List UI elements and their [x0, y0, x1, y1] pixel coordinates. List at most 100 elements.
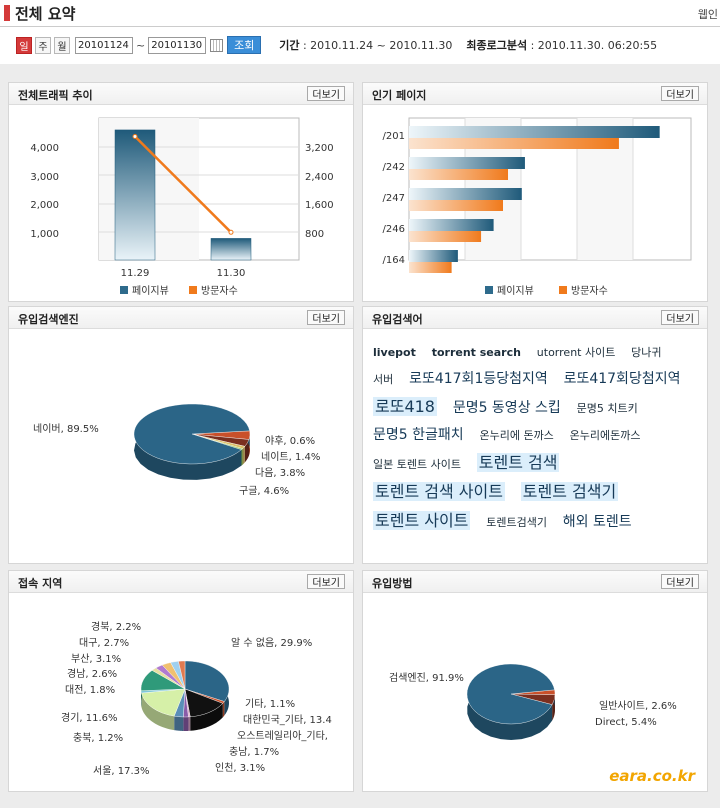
keyword-link[interactable]: 토렌트검색기	[486, 516, 547, 529]
popular-legend-visitor-label: 방문자수	[571, 285, 608, 297]
title-divider	[0, 26, 720, 27]
keyword-link[interactable]: livepot	[373, 346, 416, 359]
region-label-daegu: 대구, 2.7%	[79, 637, 129, 649]
region-label-gyeongbuk: 경북, 2.2%	[91, 620, 141, 633]
keywords-more-button[interactable]: 더보기	[661, 310, 699, 325]
region-label-incheon: 인천, 3.1%	[215, 762, 265, 774]
popular-visitor-bar-3	[409, 231, 482, 242]
keyword-link[interactable]: 당나귀	[631, 346, 662, 359]
top-right-link[interactable]: 웹인	[697, 8, 718, 21]
methods-panel: 유입방법 더보기 검색엔진, 91.9% 일반사이트, 2.6% Direct,…	[362, 570, 708, 792]
date-controls: 일 주 월 20101124 ~ 20101130 조회 기간 : 2010.1…	[0, 31, 720, 59]
popular-pageview-bar-0	[409, 126, 660, 138]
traffic-xlabel-1129: 11.29	[121, 268, 150, 279]
period-day-button[interactable]: 일	[16, 36, 32, 54]
popular-legend-visitor-swatch	[559, 286, 567, 294]
popular-visitor-bar-4	[409, 262, 452, 273]
traffic-chart: 4,000 3,000 2,000 1,000 3,200 2,400 1,60…	[30, 117, 334, 297]
popular-pageview-bar-2	[409, 188, 522, 200]
popular-panel: 인기 페이지 더보기 /201 /242 /247 /246 /164 페이지뷰…	[362, 82, 708, 302]
popular-panel-header: 인기 페이지 더보기	[363, 83, 707, 105]
visitor-point-0	[132, 133, 138, 139]
traffic-panel: 전체트래픽 추이 더보기 4,000 3,000 2,000 1,000 3,2…	[8, 82, 354, 302]
regions-more-button[interactable]: 더보기	[307, 574, 345, 589]
keyword-link[interactable]: 일본 토렌트 사이트	[373, 458, 461, 471]
keyword-link[interactable]: 온누리에 돈까스	[479, 429, 554, 442]
legend-pageview-swatch	[120, 286, 128, 294]
engine-side-3	[241, 448, 243, 466]
keywords-panel-title: 유입검색어	[372, 313, 423, 326]
legend-pageview-label: 페이지뷰	[132, 285, 169, 297]
end-date-input[interactable]: 20101130	[148, 36, 207, 54]
traffic-ytick-left-3000: 3,000	[30, 172, 59, 183]
region-slice-6	[141, 688, 186, 717]
keyword-link[interactable]: 해외 토렌트	[562, 514, 632, 530]
legend-visitor-swatch	[189, 286, 197, 294]
pageview-bar-1	[210, 238, 252, 261]
keyword-link[interactable]: 토렌트 사이트	[373, 511, 471, 530]
keyword-link[interactable]: 서버	[373, 373, 394, 386]
region-slice-13	[178, 660, 186, 690]
method-slice-2	[466, 663, 555, 725]
start-date-input[interactable]: 20101124	[75, 36, 133, 54]
keywords-panel: 유입검색어 더보기 livepot torrent search utorren…	[362, 306, 708, 564]
keyword-link[interactable]: utorrent 사이트	[536, 346, 616, 359]
engine-label-nate: 네이트, 1.4%	[261, 451, 320, 463]
keyword-link[interactable]: 로또417회1등당첨지역	[409, 371, 548, 387]
traffic-xlabel-1130: 11.30	[217, 268, 246, 279]
period-label: 기간	[279, 39, 300, 52]
keywords-panel-header: 유입검색어 더보기	[363, 307, 707, 329]
pageview-bar-0	[114, 129, 156, 261]
keyword-link[interactable]: torrent search	[431, 346, 521, 359]
traffic-ytick-left-1000: 1,000	[30, 229, 59, 240]
engines-panel-title: 유입검색엔진	[18, 313, 79, 326]
period-week-button[interactable]: 주	[35, 36, 51, 54]
traffic-panel-title: 전체트래픽 추이	[18, 89, 93, 102]
engines-more-button[interactable]: 더보기	[307, 310, 345, 325]
popular-pageview-bar-1	[409, 157, 525, 169]
region-label-australia: 오스트레일리아_기타,	[237, 730, 328, 742]
popular-visitor-bar-2	[409, 200, 503, 211]
engine-label-daum: 다음, 3.8%	[255, 467, 305, 479]
regions-panel-header: 접속 지역 더보기	[9, 571, 353, 593]
region-label-chungbuk: 충북, 1.2%	[73, 732, 123, 744]
popular-label-247: /247	[383, 193, 405, 204]
popular-label-246: /246	[383, 224, 405, 235]
popular-panel-title: 인기 페이지	[372, 89, 427, 102]
keyword-link[interactable]: 토렌트 검색기	[520, 482, 619, 501]
region-slice-0	[184, 660, 230, 702]
popular-legend-pageview-label: 페이지뷰	[497, 285, 534, 297]
methods-pie-chart: 검색엔진, 91.9% 일반사이트, 2.6% Direct, 5.4%	[389, 663, 677, 740]
region-side-1	[222, 701, 225, 718]
engine-label-google: 구글, 4.6%	[239, 485, 289, 497]
region-side-4	[183, 716, 189, 731]
traffic-panel-header: 전체트래픽 추이 더보기	[9, 83, 353, 105]
calendar-icon[interactable]	[210, 38, 224, 52]
region-label-gyeongnam: 경남, 2.6%	[67, 667, 117, 680]
popular-more-button[interactable]: 더보기	[661, 86, 699, 101]
keyword-link[interactable]: 온누리에돈까스	[569, 429, 641, 442]
methods-more-button[interactable]: 더보기	[661, 574, 699, 589]
region-label-seoul: 서울, 17.3%	[93, 765, 150, 777]
method-label-general: 일반사이트, 2.6%	[599, 700, 677, 712]
keyword-link[interactable]: 토렌트 검색 사이트	[373, 482, 505, 501]
traffic-ytick-right-800: 800	[305, 229, 324, 240]
date-separator: ~	[136, 38, 146, 52]
engine-side-2	[242, 446, 245, 465]
keyword-link[interactable]: 문명5 치트키	[576, 402, 638, 415]
keyword-link[interactable]: 문명5 한글패치	[373, 427, 464, 443]
keyword-link[interactable]: 문명5 동영상 스킵	[452, 400, 561, 416]
method-label-direct: Direct, 5.4%	[595, 717, 657, 728]
last-log-value: : 2010.11.30. 06:20:55	[530, 39, 658, 52]
keyword-link[interactable]: 토렌트 검색	[476, 453, 560, 472]
legend-visitor-label: 방문자수	[201, 285, 238, 297]
engines-pie-chart: 네이버, 89.5% 구글, 4.6% 다음, 3.8% 네이트, 1.4% 야…	[33, 403, 320, 497]
keyword-link[interactable]: 로또417회당첨지역	[563, 371, 681, 387]
keyword-link[interactable]: 로또418	[373, 397, 437, 416]
method-label-search: 검색엔진, 91.9%	[389, 672, 464, 684]
regions-panel: 접속 지역 더보기 알 수 없음, 29.9% 기타, 1.1% 대한민국_기타…	[8, 570, 354, 792]
period-month-button[interactable]: 월	[54, 36, 70, 54]
region-label-chungnam: 충남, 1.7%	[229, 746, 279, 758]
traffic-more-button[interactable]: 더보기	[307, 86, 345, 101]
query-button[interactable]: 조회	[227, 36, 262, 54]
